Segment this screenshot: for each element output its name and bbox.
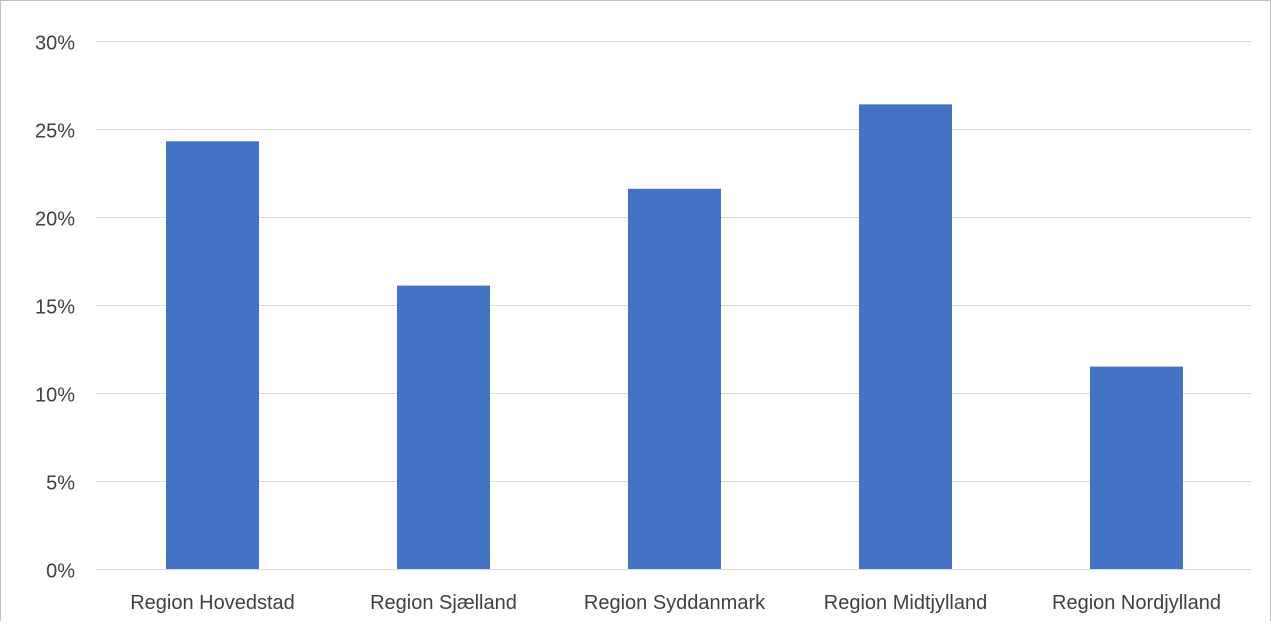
y-tick-label: 5% <box>46 473 75 495</box>
x-tick-label: Region Hovedstad <box>130 592 295 614</box>
y-tick-label: 15% <box>35 297 75 319</box>
bar <box>397 285 490 569</box>
bar <box>1090 366 1183 569</box>
x-tick-label: Region Syddanmark <box>584 592 766 614</box>
y-tick-label: 25% <box>35 121 75 143</box>
y-tick-label: 30% <box>35 33 75 55</box>
bar <box>859 104 952 570</box>
bar <box>166 141 259 570</box>
y-tick-label: 10% <box>35 385 75 407</box>
bars <box>166 104 1183 570</box>
x-tick-label: Region Sjælland <box>370 592 517 614</box>
x-tick-label: Region Nordjylland <box>1052 592 1221 614</box>
x-tick-label: Region Midtjylland <box>824 592 987 614</box>
y-tick-label: 20% <box>35 209 75 231</box>
bar <box>628 188 721 570</box>
y-axis-ticks: 0% 5% 10% 15% 20% 25% 30% <box>35 33 75 583</box>
x-axis-ticks: Region Hovedstad Region Sjælland Region Sy… <box>130 592 1221 614</box>
y-tick-label: 0% <box>46 561 75 583</box>
